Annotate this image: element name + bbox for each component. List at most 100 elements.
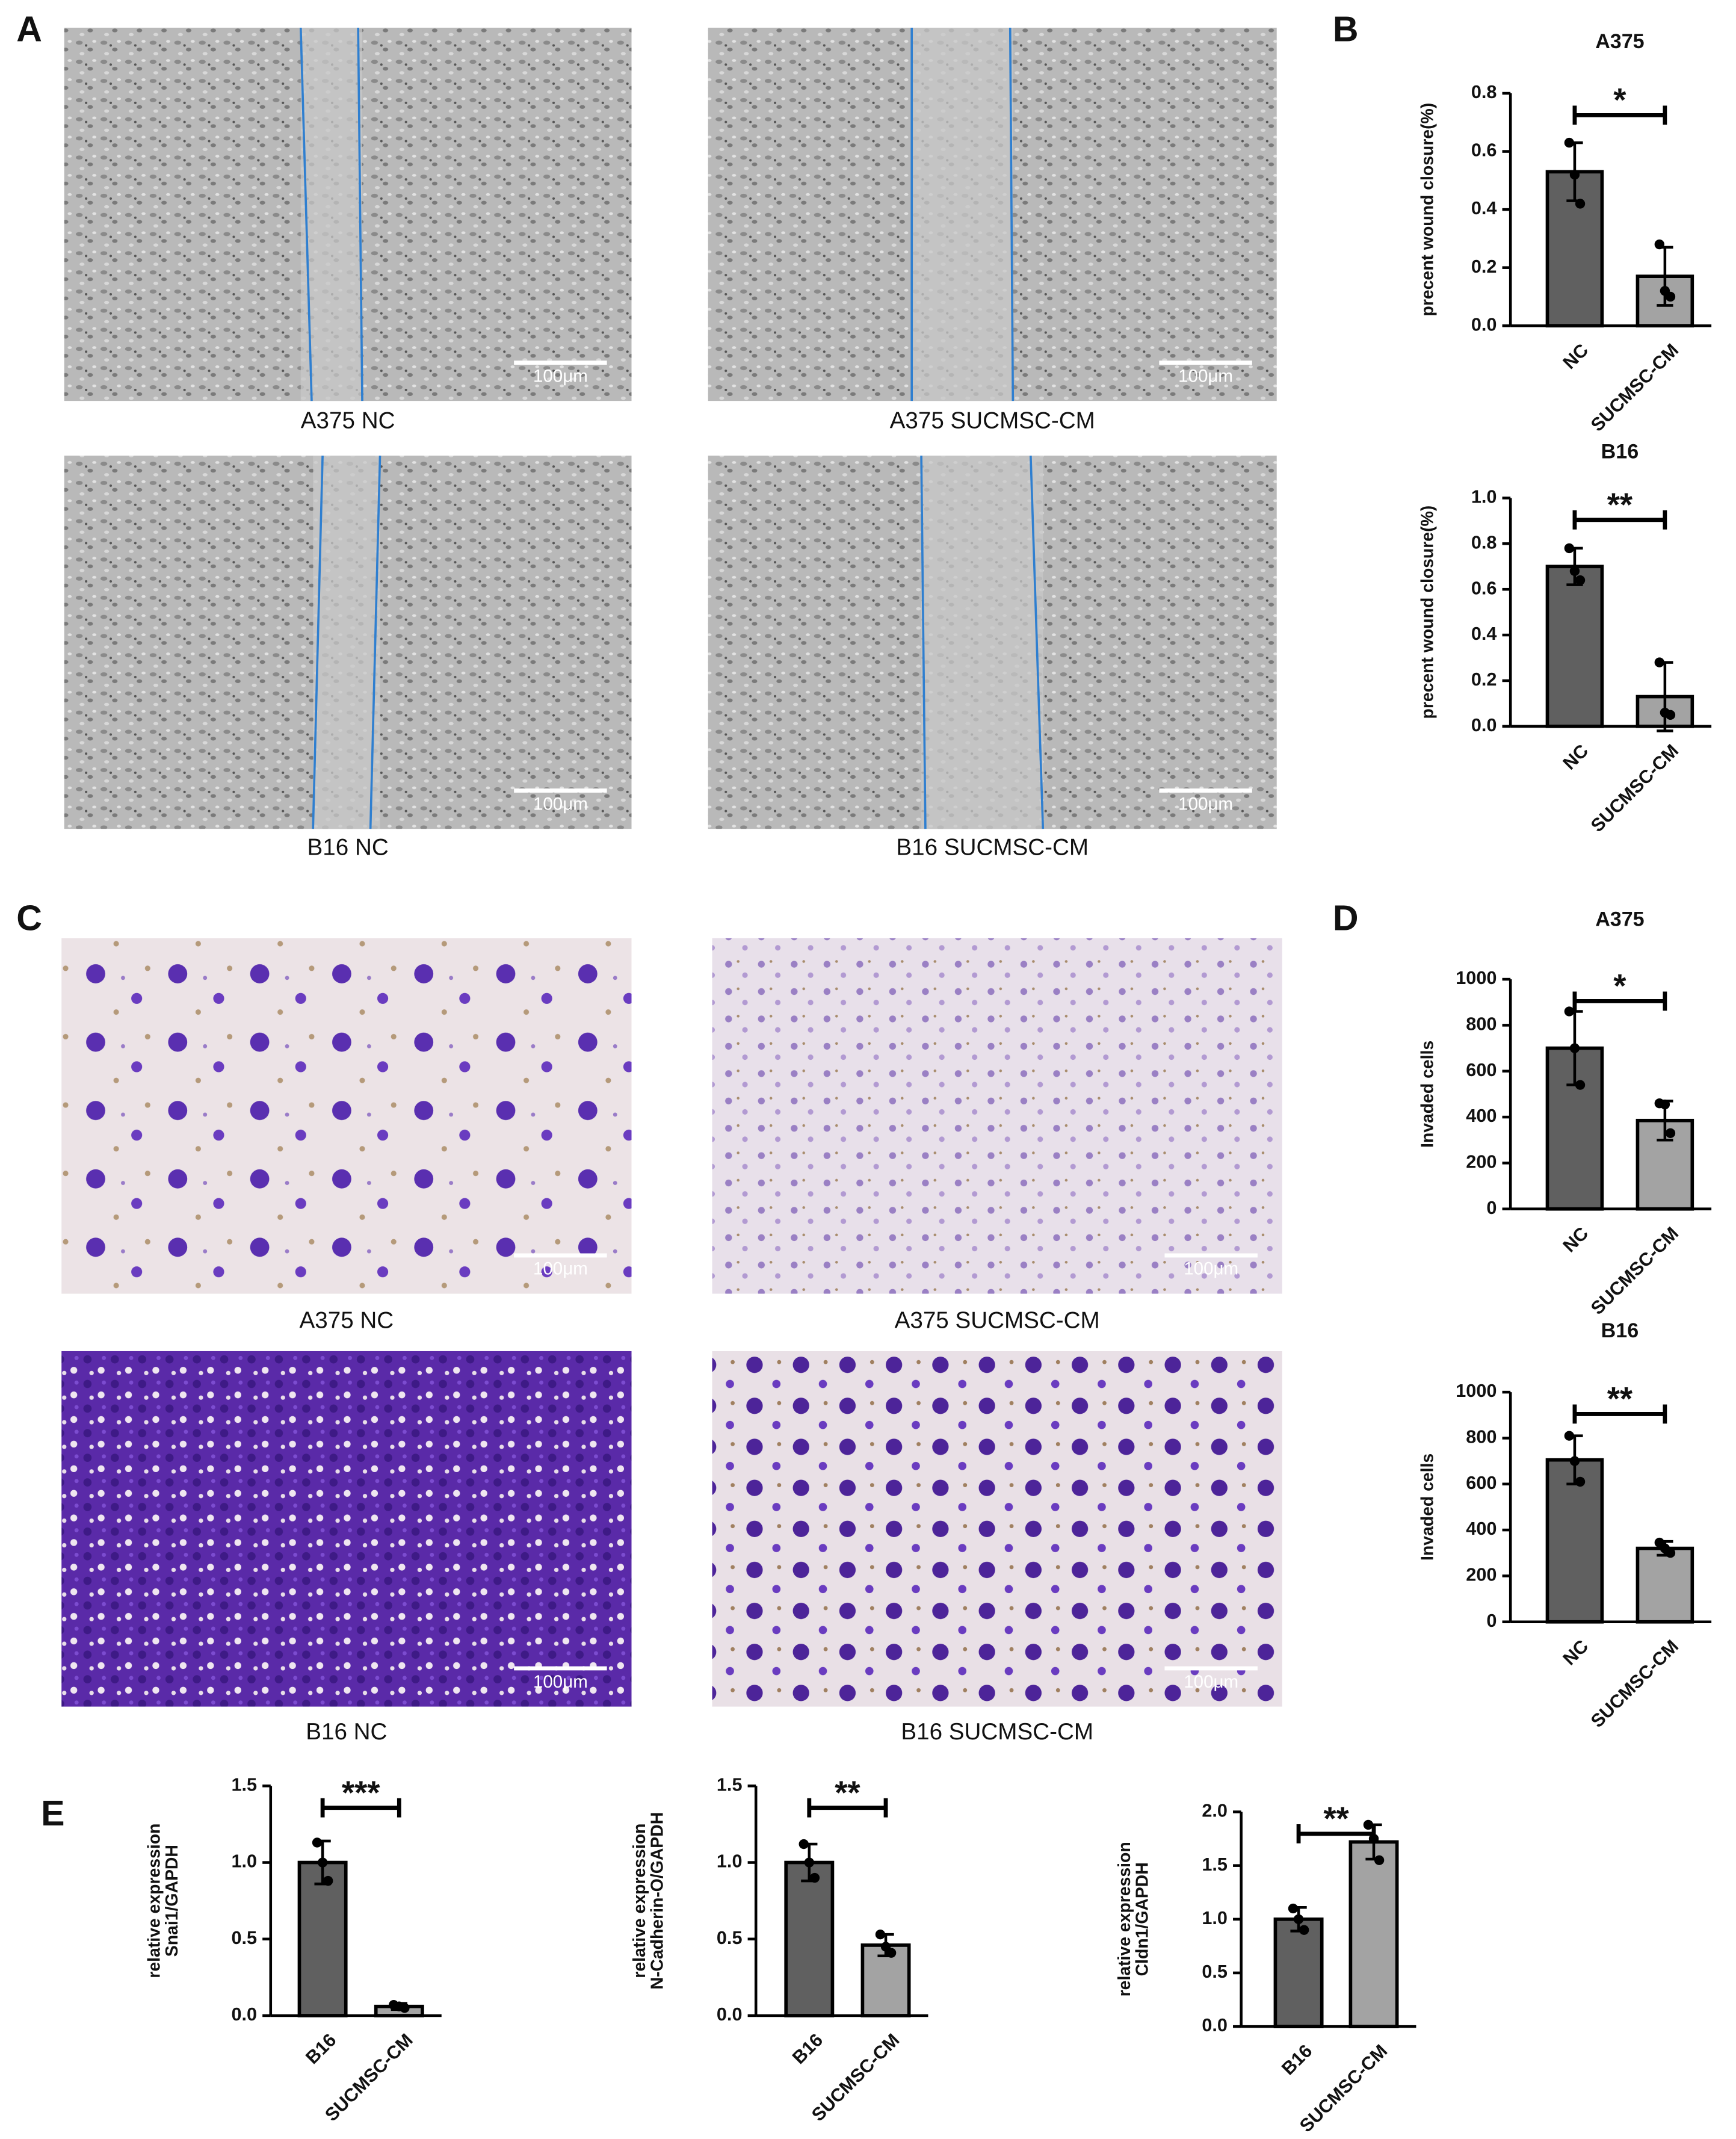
wound-gap [300, 28, 362, 401]
bar [1348, 1840, 1399, 2028]
x-tick-label: NC [1559, 740, 1592, 773]
y-axis-label: relative expression [144, 1824, 164, 1978]
micrograph [61, 1351, 632, 1707]
y-axis-label: relative expression [630, 1824, 649, 1978]
micrograph-caption: B16 SUCMSC-CM [896, 834, 1089, 860]
y-tick-label: 1.5 [717, 1774, 743, 1795]
wound-edge [1009, 27, 1015, 401]
x-tick-label: B16 [302, 2029, 341, 2068]
y-tick-label: 1.0 [1202, 1908, 1228, 1928]
data-point [1575, 1080, 1586, 1090]
data-point [1660, 1099, 1670, 1110]
y-axis-label: precent wound closure(%) [1418, 103, 1437, 317]
panel-label: C [16, 898, 42, 938]
data-point [1363, 1819, 1374, 1830]
y-tick-label: 0 [1486, 1198, 1497, 1218]
data-point [1569, 170, 1580, 180]
micrograph-caption: B16 SUCMSC-CM [901, 1719, 1093, 1745]
data-point [804, 1857, 814, 1868]
data-point [1654, 239, 1664, 250]
data-point [1299, 1925, 1309, 1935]
y-tick-label: 0.0 [717, 2004, 743, 2025]
x-tick-label: SUCMSC-CM [1587, 740, 1682, 836]
panel-label: E [41, 1794, 64, 1833]
significance-label: ** [1607, 1381, 1633, 1417]
scale-bar-label: 100μm [1178, 366, 1233, 386]
wound-gap [921, 456, 1043, 829]
y-tick-label: 400 [1466, 1106, 1497, 1126]
micrograph-caption: A375 SUCMSC-CM [895, 1307, 1100, 1333]
bar [1545, 565, 1604, 728]
scale-bar-label: 100μm [1184, 1259, 1238, 1279]
data-point [1564, 137, 1575, 148]
wound-gap [912, 28, 1013, 401]
x-tick-label: NC [1559, 340, 1592, 373]
bar [1273, 1917, 1324, 2028]
y-axis-label: Invaded cells [1418, 1453, 1437, 1561]
bar [1636, 1546, 1694, 1624]
x-tick-label: SUCMSC-CM [1587, 1223, 1682, 1319]
scale-bar-label: 100μm [1178, 794, 1233, 814]
data-point [1665, 291, 1676, 302]
data-point [1569, 1456, 1580, 1466]
significance-label: ** [1323, 1800, 1349, 1837]
data-point [1575, 1476, 1586, 1487]
micrograph-caption: B16 NC [306, 1719, 387, 1745]
y-tick-label: 0.5 [1202, 1961, 1228, 1982]
y-tick-label: 1.0 [717, 1851, 743, 1872]
micrograph [712, 938, 1282, 1294]
y-tick-label: 0.0 [231, 2004, 257, 2025]
y-tick-label: 1000 [1456, 1381, 1497, 1401]
y-tick-label: 1.5 [231, 1774, 257, 1795]
y-axis-label: N-Cadherin-O/GAPDH [647, 1812, 667, 1990]
data-point [1564, 1006, 1575, 1017]
data-point [1575, 575, 1586, 586]
y-tick-label: 0.6 [1471, 140, 1497, 161]
y-tick-label: 400 [1466, 1518, 1497, 1539]
significance-label: * [1613, 968, 1626, 1004]
data-point [1569, 566, 1580, 577]
y-tick-label: 1000 [1456, 968, 1497, 988]
y-tick-label: 0.2 [1471, 669, 1497, 690]
y-tick-label: 1.5 [1202, 1854, 1228, 1875]
data-point [1288, 1903, 1299, 1914]
chart-title: A375 [1595, 30, 1644, 53]
significance-label: ** [835, 1774, 860, 1811]
bar [297, 1860, 348, 2017]
micrograph-caption: B16 NC [307, 834, 389, 860]
x-tick-label: B16 [1278, 2041, 1317, 2079]
x-tick-label: SUCMSC-CM [1587, 340, 1682, 436]
chart-title: B16 [1601, 1319, 1639, 1342]
y-axis-label: precent wound closure(%) [1418, 506, 1437, 719]
y-tick-label: 2.0 [1202, 1801, 1228, 1821]
y-tick-label: 0.0 [1202, 2015, 1228, 2035]
x-tick-label: NC [1559, 1636, 1592, 1669]
micrograph [61, 938, 632, 1294]
x-tick-label: B16 [788, 2029, 827, 2068]
wound-edge [920, 456, 927, 829]
significance-label: ** [1607, 486, 1633, 523]
scale-bar-label: 100μm [1184, 1672, 1238, 1692]
data-point [1564, 1431, 1575, 1441]
x-tick-label: NC [1559, 1223, 1592, 1256]
y-tick-label: 0.6 [1471, 578, 1497, 598]
micrograph [712, 1351, 1282, 1707]
data-point [1665, 1128, 1676, 1138]
chart-title: B16 [1601, 441, 1639, 463]
panel-label: A [16, 10, 42, 49]
data-point [1293, 1914, 1304, 1925]
significance-label: * [1613, 82, 1626, 119]
micrograph-caption: A375 NC [300, 1307, 394, 1333]
y-tick-label: 0.8 [1471, 532, 1497, 553]
y-tick-label: 0.4 [1471, 198, 1497, 218]
y-tick-label: 0.4 [1471, 624, 1497, 644]
data-point [886, 1948, 897, 1958]
y-tick-label: 1.0 [231, 1851, 257, 1872]
data-point [400, 2003, 410, 2013]
y-tick-label: 0.2 [1471, 256, 1497, 277]
wound-gap [313, 456, 380, 829]
y-tick-label: 0.0 [1471, 715, 1497, 735]
scale-bar-label: 100μm [533, 794, 588, 814]
